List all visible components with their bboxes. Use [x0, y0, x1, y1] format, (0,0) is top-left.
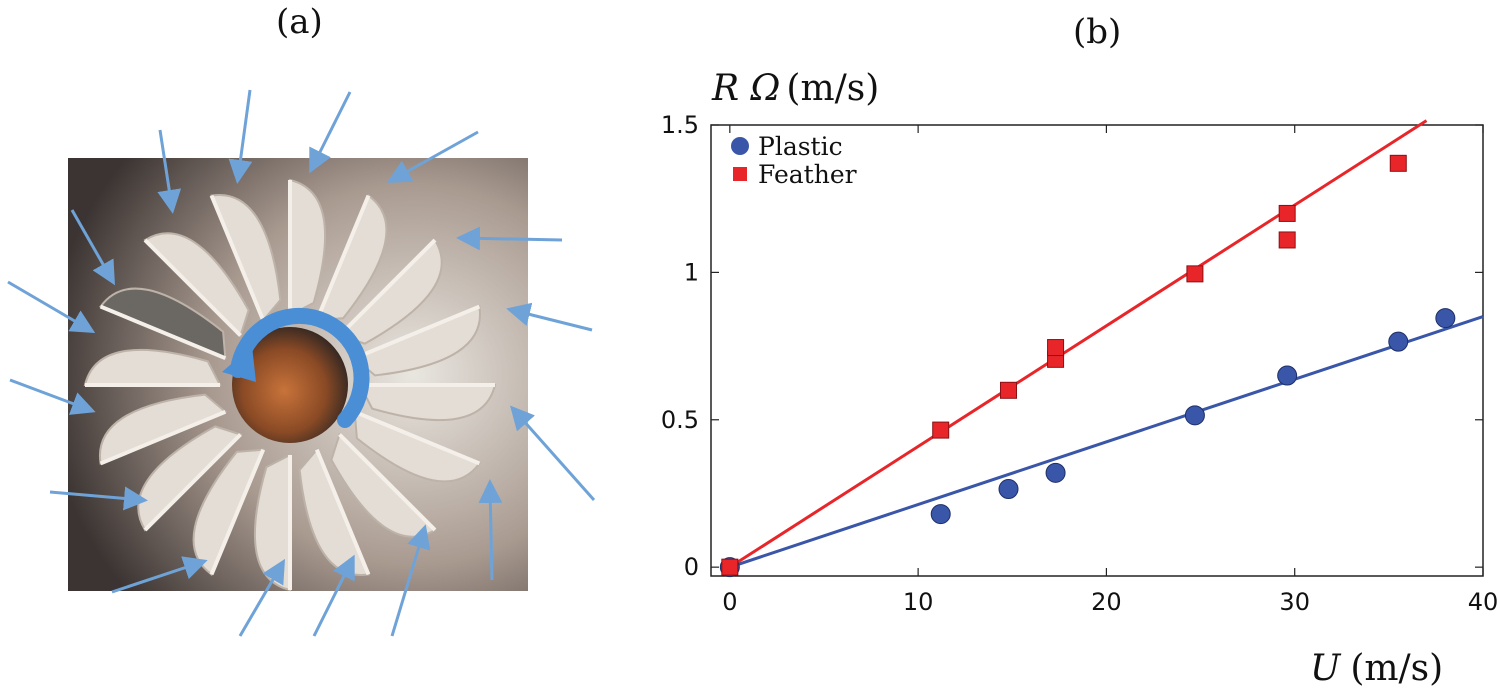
data-point-plastic — [998, 479, 1019, 500]
vane-rachis — [338, 433, 437, 532]
rotation-arrow-icon — [230, 307, 370, 428]
data-point-plastic — [1277, 365, 1298, 386]
legend-marker-feather — [733, 167, 747, 181]
data-point-feather — [1278, 231, 1296, 249]
airflow-arrow-icon — [312, 554, 355, 637]
feather-vane — [298, 447, 370, 577]
airflow-arrow-icon — [309, 91, 352, 174]
airflow-arrow-icon — [390, 524, 431, 637]
vane-rachis — [353, 304, 481, 361]
data-point-feather — [932, 421, 950, 439]
airflow-arrow-icon — [238, 558, 286, 637]
shuttlecock-base — [232, 327, 348, 443]
vane-rachis — [143, 238, 242, 337]
data-point-plastic — [1435, 308, 1456, 329]
y-tick-label: 0.5 — [661, 406, 699, 434]
airflow-arrow-icon — [478, 479, 503, 581]
panel-label-a: (a) — [276, 2, 323, 42]
x-axis-title: U (m/s) — [1310, 648, 1443, 689]
legend-marker-plastic — [731, 137, 749, 155]
airflow-arrow-icon — [70, 209, 115, 286]
feather-vane — [337, 238, 443, 345]
plot-area — [710, 124, 1484, 577]
y-tick-label: 1.5 — [661, 111, 699, 139]
feather-vane — [358, 384, 497, 422]
vane-rachis — [314, 194, 371, 322]
airflow-arrow-icon — [9, 378, 96, 415]
feather-vane — [353, 410, 481, 483]
data-point-feather — [1047, 339, 1065, 357]
vane-rachis — [99, 409, 227, 466]
airflow-arrow-icon — [386, 130, 479, 183]
data-point-plastic — [1045, 462, 1066, 483]
feather-vane — [253, 453, 291, 592]
vane-rachis — [314, 448, 371, 576]
feather-vane — [143, 232, 250, 338]
panel-label-b: (b) — [1073, 12, 1122, 52]
feather-vane — [289, 178, 327, 317]
y-tick-label: 1 — [684, 258, 699, 286]
data-point-feather — [1389, 154, 1407, 172]
feather-vane — [210, 193, 282, 323]
y-axis-title: R Ω (m/s) — [711, 68, 879, 109]
data-point-plastic — [1184, 405, 1205, 426]
airflow-arrow-icon — [111, 556, 208, 594]
shuttlecock-vanes — [83, 178, 497, 592]
airflow-arrow-icon — [510, 405, 596, 501]
data-point-plastic — [1388, 331, 1409, 352]
fit-line-plastic — [729, 315, 1484, 569]
vane-rachis — [99, 304, 227, 361]
vane-rachis — [353, 409, 481, 466]
feather-vane — [98, 393, 228, 465]
airflow-arrow-icon — [7, 280, 96, 334]
feather-vane — [83, 348, 222, 386]
airflow-arrow-icon — [456, 226, 563, 251]
airflow-arrow-icon — [157, 129, 182, 214]
legend-label-feather: Feather — [758, 160, 857, 189]
vane-rachis — [209, 448, 266, 576]
x-tick-label: 10 — [903, 588, 934, 616]
shuttlecock-photo — [7, 89, 596, 637]
rotation-arrowhead-icon — [222, 346, 256, 382]
vane-rachis — [338, 238, 437, 337]
legend-label-plastic: Plastic — [758, 132, 843, 161]
data-point-feather — [1000, 381, 1018, 399]
airflow-arrows — [7, 89, 596, 637]
airflow-arrow-icon — [506, 302, 593, 332]
vane-rachis — [209, 194, 266, 322]
airflow-arrow-icon — [49, 486, 148, 511]
feather-vane — [352, 305, 482, 377]
airflow-arrow-icon — [228, 89, 253, 184]
y-tick-label: 0 — [684, 553, 699, 581]
fit-line-feather — [729, 119, 1428, 569]
data-point-plastic — [930, 504, 951, 525]
data-point-feather — [721, 558, 739, 576]
feather-vane — [315, 194, 388, 322]
feather-vane — [137, 425, 243, 532]
data-point-feather — [1278, 204, 1296, 222]
x-tick-label: 40 — [1468, 588, 1499, 616]
x-tick-label: 0 — [722, 588, 737, 616]
x-tick-label: 20 — [1091, 588, 1122, 616]
vane-rachis — [143, 433, 242, 532]
data-point-feather — [1186, 265, 1204, 283]
x-tick-label: 30 — [1279, 588, 1310, 616]
feather-vane — [99, 287, 227, 360]
